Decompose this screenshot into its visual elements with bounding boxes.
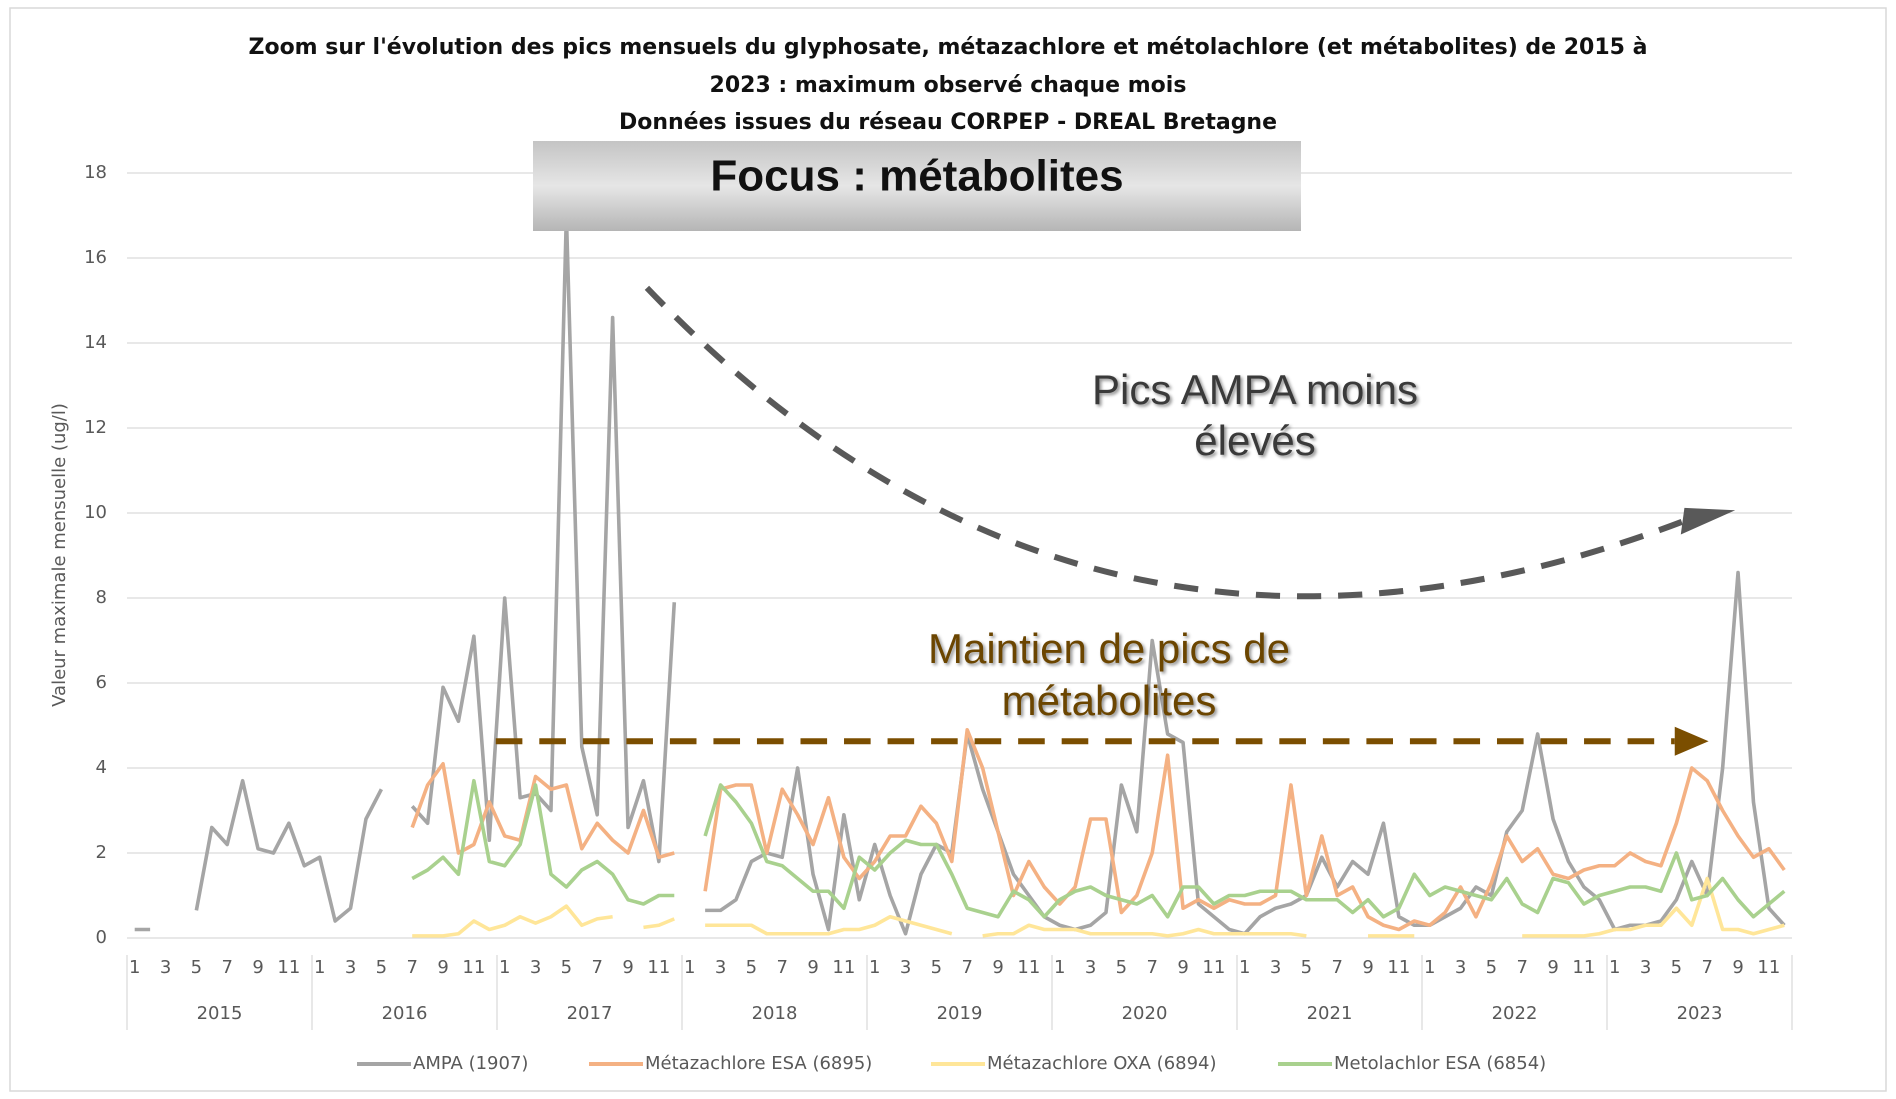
y-tick-label: 8 xyxy=(96,587,107,608)
year-label: 2015 xyxy=(197,1003,243,1024)
x-tick-label: 3 xyxy=(1640,957,1651,978)
x-tick-label: 7 xyxy=(406,957,417,978)
x-tick-label: 3 xyxy=(715,957,726,978)
y-tick-label: 14 xyxy=(84,332,107,353)
x-tick-label: 5 xyxy=(1671,957,1682,978)
x-tick-label: 11 xyxy=(277,957,300,978)
x-tick-label: 1 xyxy=(1609,957,1620,978)
arrow-head xyxy=(1680,507,1736,535)
series-line xyxy=(411,778,1786,919)
y-tick-label: 18 xyxy=(84,162,107,183)
x-tick-label: 5 xyxy=(931,957,942,978)
annotation: Maintien de pics de xyxy=(928,625,1290,672)
x-tick-label: 3 xyxy=(160,957,171,978)
x-tick-label: 9 xyxy=(807,957,818,978)
y-tick-label: 16 xyxy=(84,247,107,268)
x-tick-label: 11 xyxy=(1387,957,1410,978)
year-label: 2020 xyxy=(1122,1003,1168,1024)
x-tick-label: 7 xyxy=(1146,957,1157,978)
year-label: 2018 xyxy=(752,1003,798,1024)
x-tick-label: 1 xyxy=(1054,957,1065,978)
line-layer xyxy=(134,213,1786,938)
x-tick-label: 7 xyxy=(591,957,602,978)
x-tick-label: 9 xyxy=(992,957,1003,978)
x-tick-label: 5 xyxy=(191,957,202,978)
title-block: Zoom sur l'évolution des pics mensuels d… xyxy=(249,35,1648,135)
x-tick-label: 9 xyxy=(1177,957,1188,978)
year-label: 2023 xyxy=(1677,1003,1723,1024)
legend-label: Metolachlor ESA (6854) xyxy=(1334,1053,1546,1074)
x-tick-label: 11 xyxy=(1017,957,1040,978)
trend-arrow xyxy=(644,285,1688,600)
legend-label: AMPA (1907) xyxy=(413,1053,528,1074)
banner xyxy=(533,141,1301,231)
y-tick-label: 10 xyxy=(84,502,107,523)
x-tick-label: 7 xyxy=(776,957,787,978)
x-tick-label: 1 xyxy=(1424,957,1435,978)
annotation: élevés xyxy=(1194,417,1315,464)
x-tick-label: 9 xyxy=(1547,957,1558,978)
series-line xyxy=(412,876,1785,938)
year-label: 2017 xyxy=(567,1003,613,1024)
year-label: 2019 xyxy=(937,1003,983,1024)
y-tick-label: 2 xyxy=(96,842,107,863)
x-tick-label: 5 xyxy=(1116,957,1127,978)
legend-label: Métazachlore OXA (6894) xyxy=(987,1053,1217,1074)
x-tick-label: 11 xyxy=(1202,957,1225,978)
x-tick-label: 3 xyxy=(1455,957,1466,978)
x-tick-label: 11 xyxy=(647,957,670,978)
x-tick-label: 1 xyxy=(314,957,325,978)
annotation: Pics AMPA moins xyxy=(1092,366,1418,413)
x-tick-label: 7 xyxy=(1701,957,1712,978)
x-tick-label: 3 xyxy=(900,957,911,978)
banner-text: Focus : métabolites xyxy=(710,152,1123,201)
year-label: 2022 xyxy=(1492,1003,1538,1024)
x-tick-label: 7 xyxy=(1331,957,1342,978)
y-tick-label: 12 xyxy=(84,417,107,438)
chart-title: Zoom sur l'évolution des pics mensuels d… xyxy=(249,35,1648,60)
x-tick-label: 5 xyxy=(1486,957,1497,978)
x-tick-label: 9 xyxy=(252,957,263,978)
year-label: 2016 xyxy=(382,1003,428,1024)
x-tick-label: 11 xyxy=(832,957,855,978)
x-tick-label: 9 xyxy=(622,957,633,978)
x-tick-label: 11 xyxy=(462,957,485,978)
x-tick-label: 9 xyxy=(1732,957,1743,978)
x-tick-label: 9 xyxy=(1362,957,1373,978)
series-line xyxy=(410,727,1786,932)
x-tick-label: 5 xyxy=(561,957,572,978)
series-line xyxy=(134,213,1786,936)
y-tick-label: 6 xyxy=(96,672,107,693)
x-tick-label: 9 xyxy=(437,957,448,978)
arrows xyxy=(495,285,1736,756)
x-tick-label: 3 xyxy=(345,957,356,978)
legend-label: Métazachlore ESA (6895) xyxy=(645,1053,872,1074)
x-tick-label: 11 xyxy=(1572,957,1595,978)
y-tick-label: 0 xyxy=(96,927,107,948)
annotation: métabolites xyxy=(1002,677,1217,724)
x-tick-label: 5 xyxy=(376,957,387,978)
x-tick-label: 11 xyxy=(1757,957,1780,978)
x-tick-label: 5 xyxy=(1301,957,1312,978)
chart-subtitle: Données issues du réseau CORPEP - DREAL … xyxy=(619,110,1277,135)
x-tick-label: 7 xyxy=(221,957,232,978)
x-tick-label: 7 xyxy=(961,957,972,978)
x-tick-label: 3 xyxy=(530,957,541,978)
year-label: 2021 xyxy=(1307,1003,1353,1024)
y-axis-label: Valeur maximale mensuelle (ug/l) xyxy=(49,403,70,707)
x-tick-label: 1 xyxy=(499,957,510,978)
x-tick-label: 1 xyxy=(684,957,695,978)
chart-title: 2023 : maximum observé chaque mois xyxy=(710,73,1187,98)
x-tick-label: 7 xyxy=(1516,957,1527,978)
arrow-head xyxy=(1674,726,1709,756)
y-tick-label: 4 xyxy=(96,757,107,778)
x-tick-label: 5 xyxy=(746,957,757,978)
x-tick-label: 1 xyxy=(129,957,140,978)
x-tick-label: 3 xyxy=(1270,957,1281,978)
x-tick-label: 1 xyxy=(1239,957,1250,978)
x-tick-label: 1 xyxy=(869,957,880,978)
x-tick-label: 3 xyxy=(1085,957,1096,978)
